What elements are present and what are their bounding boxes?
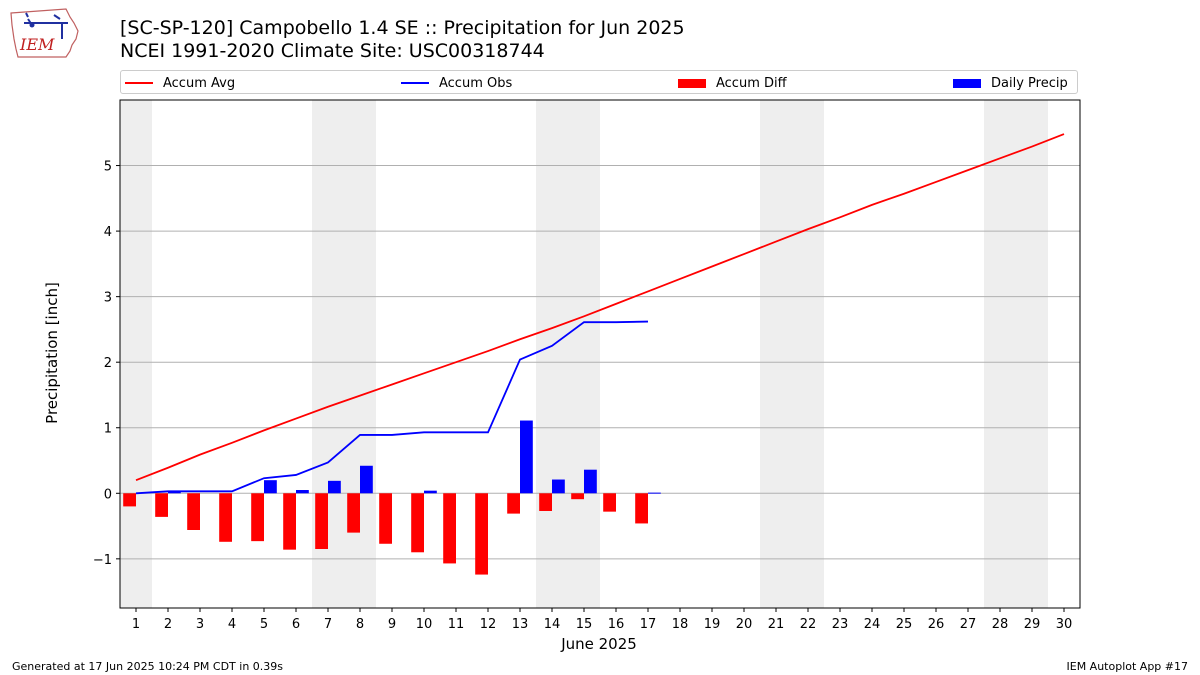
daily-precip-bar	[360, 465, 373, 494]
weather-station-icon	[24, 12, 68, 39]
weekend-shade	[760, 100, 824, 608]
legend-item-daily-precip: Daily Precip	[953, 73, 1068, 93]
x-tick-label: 11	[448, 617, 465, 632]
x-tick-label: 17	[640, 617, 657, 632]
daily-precip-bar	[584, 469, 597, 494]
x-tick-label: 18	[672, 617, 689, 632]
legend-label: Daily Precip	[991, 75, 1068, 91]
x-tick-label: 29	[1024, 617, 1041, 632]
x-tick-label: 5	[260, 617, 268, 632]
x-tick-label: 13	[512, 617, 529, 632]
accum-diff-bar	[539, 493, 552, 511]
y-tick-label: 2	[104, 356, 112, 371]
x-tick-label: 4	[228, 617, 236, 632]
x-tick-label: 25	[896, 617, 913, 632]
accum-diff-bar	[187, 493, 200, 530]
x-tick-label: 14	[544, 617, 561, 632]
daily-precip-bar	[424, 490, 437, 494]
y-tick-label: 4	[104, 225, 112, 240]
x-tick-label: 6	[292, 617, 300, 632]
x-tick-label: 15	[576, 617, 593, 632]
plot-frame	[119, 99, 1081, 609]
iowa-state-outline	[10, 8, 79, 58]
legend-swatch	[953, 78, 981, 88]
daily-precip-bar	[648, 492, 661, 494]
y-tick-label: 0	[104, 487, 112, 502]
accum-diff-bar	[571, 493, 584, 500]
x-tick-label: 26	[928, 617, 945, 632]
legend-swatch	[678, 78, 706, 88]
daily-precip-bar	[520, 420, 533, 494]
daily-precip-bar	[328, 480, 341, 494]
accum-diff-bar	[507, 493, 520, 514]
legend-swatch	[125, 82, 153, 84]
x-tick-label: 2	[164, 617, 172, 632]
weekend-shade	[120, 100, 152, 608]
daily-precip-bar	[168, 491, 181, 494]
x-tick-label: 12	[480, 617, 497, 632]
daily-precip-bar	[264, 480, 277, 494]
x-tick-label: 16	[608, 617, 625, 632]
x-tick-label: 21	[768, 617, 785, 632]
legend-label: Accum Diff	[716, 75, 787, 91]
daily-precip-bar	[552, 479, 565, 494]
x-tick-label: 22	[800, 617, 817, 632]
x-axis-label: June 2025	[561, 635, 637, 653]
legend-swatch	[401, 82, 429, 84]
accum-diff-bar	[603, 493, 616, 512]
x-tick-label: 20	[736, 617, 753, 632]
legend-label: Accum Obs	[439, 75, 513, 91]
x-tick-label: 23	[832, 617, 849, 632]
accum-diff-bar	[475, 493, 488, 575]
app-credit: IEM Autoplot App #17	[1066, 660, 1189, 673]
accum-diff-bar	[219, 493, 232, 542]
x-tick-label: 10	[416, 617, 433, 632]
weekend-shade	[984, 100, 1048, 608]
chart-title: [SC-SP-120] Campobello 1.4 SE :: Precipi…	[120, 17, 685, 39]
accum-diff-bar	[155, 493, 168, 517]
x-tick-label: 27	[960, 617, 977, 632]
accum-diff-bar	[443, 493, 456, 564]
accum-diff-bar	[315, 493, 328, 550]
x-tick-label: 19	[704, 617, 721, 632]
x-tick-label: 30	[1056, 617, 1073, 632]
accum-diff-bar	[635, 493, 648, 524]
y-tick-label: 5	[104, 160, 112, 175]
daily-precip-bar	[296, 490, 309, 494]
generated-timestamp: Generated at 17 Jun 2025 10:24 PM CDT in…	[12, 660, 284, 673]
accum-diff-bar	[283, 493, 296, 550]
legend-item-accum-diff: Accum Diff	[678, 73, 787, 93]
accum-diff-bar	[123, 493, 136, 507]
x-tick-label: 3	[196, 617, 204, 632]
y-tick-label: 1	[104, 422, 112, 437]
legend: Accum Avg Accum Obs Accum Diff Daily Pre…	[120, 70, 1078, 94]
legend-item-accum-obs: Accum Obs	[401, 73, 512, 93]
x-tick-label: 1	[132, 617, 140, 632]
accum-diff-bar	[379, 493, 392, 544]
chart-subtitle: NCEI 1991-2020 Climate Site: USC00318744	[120, 40, 545, 62]
accum-avg-line	[135, 133, 1065, 482]
y-tick-label: 3	[104, 291, 112, 306]
y-axis-label: Precipitation [inch]	[43, 282, 61, 424]
x-tick-label: 7	[324, 617, 332, 632]
x-tick-label: 28	[992, 617, 1009, 632]
accum-diff-bar	[411, 493, 424, 553]
weekend-shade	[536, 100, 600, 608]
iem-logo: IEM	[10, 8, 79, 58]
x-tick-label: 8	[356, 617, 364, 632]
x-tick-label: 24	[864, 617, 881, 632]
legend-item-accum-avg: Accum Avg	[125, 73, 235, 93]
accum-diff-bar	[347, 493, 360, 533]
logo-text: IEM	[19, 35, 55, 54]
x-tick-label: 9	[388, 617, 396, 632]
accum-diff-bar	[251, 493, 264, 542]
y-tick-label: −1	[93, 553, 112, 568]
legend-label: Accum Avg	[163, 75, 236, 91]
accum-obs-line	[135, 320, 649, 495]
